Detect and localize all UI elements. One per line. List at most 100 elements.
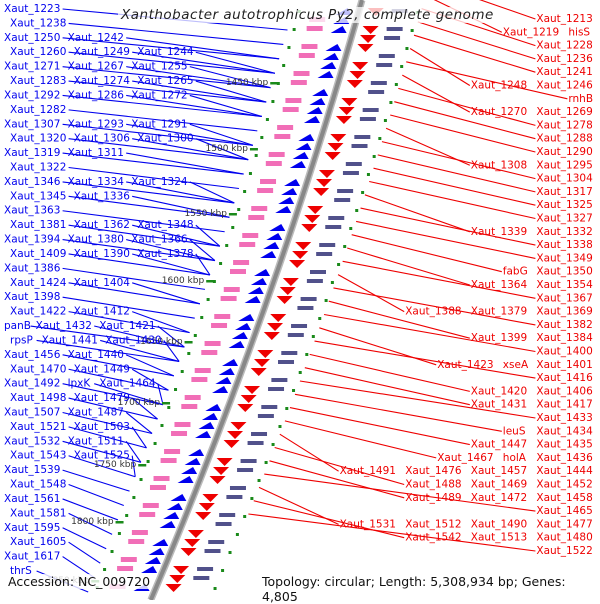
leader-line-reverse — [381, 141, 536, 180]
right-marker — [264, 461, 268, 464]
right-marker — [271, 443, 275, 446]
reverse-gene-arrow — [223, 440, 240, 448]
leader-line-forward — [68, 51, 275, 74]
gene-label-reverse: hisS — [568, 26, 590, 38]
gene-label-forward: Xaut_1548 — [10, 479, 66, 491]
leader-line-forward — [131, 397, 158, 420]
leader-line-forward — [132, 311, 190, 334]
gene-label-forward: Xaut_1605 — [10, 536, 66, 548]
gene-label-forward: Xaut_1300 — [137, 133, 193, 145]
forward-gene-arrow — [188, 449, 205, 456]
left-feature-block — [293, 71, 310, 76]
gene-label-reverse: Xaut_1423 — [437, 359, 493, 371]
leader-line-forward — [62, 37, 280, 60]
leader-line-reverse — [304, 367, 470, 406]
reverse-gene-arrow — [316, 179, 333, 187]
leader-line-reverse — [248, 513, 536, 552]
right-marker — [257, 479, 261, 482]
reverse-gene-arrow — [292, 251, 309, 259]
gene-label-reverse: Xaut_1542 — [405, 532, 461, 544]
gene-label-reverse: Xaut_1248 — [471, 80, 527, 92]
right-marker — [228, 551, 232, 554]
right-feature-block — [328, 216, 345, 220]
gene-label-forward: Xaut_1286 — [68, 89, 125, 101]
right-feature-block — [378, 54, 395, 58]
gene-label-reverse: Xaut_1382 — [536, 319, 592, 331]
right-marker — [318, 317, 322, 320]
forward-gene-arrow — [298, 134, 315, 141]
reverse-gene-arrow — [227, 431, 244, 439]
gene-label-forward: Xaut_1249 — [74, 46, 130, 58]
left-feature-block — [282, 107, 299, 112]
leader-line-forward — [126, 66, 271, 89]
leader-line-reverse — [413, 34, 536, 73]
left-marker — [146, 460, 150, 463]
left-marker — [103, 568, 107, 571]
left-marker — [231, 226, 235, 229]
gene-label-forward: Xaut_1348 — [137, 219, 193, 231]
gene-label-forward: Xaut_1440 — [68, 349, 124, 361]
forward-gene-arrow — [278, 197, 295, 204]
forward-gene-arrow — [325, 44, 342, 51]
scale-tick-label: 1700 kbp — [118, 398, 161, 408]
gene-label-forward: Xaut_1543 — [10, 450, 66, 462]
reverse-gene-arrow — [254, 359, 271, 367]
right-feature-block — [251, 432, 268, 436]
gene-label-reverse: Xaut_1246 — [536, 80, 593, 92]
gene-label-reverse: Xaut_1364 — [471, 279, 528, 291]
leader-line-reverse — [364, 194, 470, 233]
gene-label-reverse: leuS — [503, 425, 526, 437]
left-marker — [153, 442, 157, 445]
leader-line-forward — [62, 94, 262, 118]
gene-label-reverse: Xaut_1458 — [536, 492, 592, 504]
right-feature-block — [240, 459, 257, 463]
forward-gene-arrow — [266, 233, 283, 240]
right-feature-block — [319, 243, 336, 247]
gene-label-reverse: Xaut_1467 — [437, 452, 493, 464]
leader-line-forward — [36, 339, 180, 362]
gene-label-forward: Xaut_1291 — [131, 118, 187, 130]
gene-label-forward: Xaut_1404 — [74, 277, 131, 289]
left-marker — [243, 190, 247, 193]
left-marker — [276, 82, 280, 85]
leader-line-forward — [195, 138, 249, 161]
leader-line-reverse — [274, 446, 405, 486]
reverse-gene-arrow — [198, 503, 215, 511]
scale-tick-mark — [115, 521, 124, 524]
gene-label-forward: Xaut_1521 — [10, 421, 66, 433]
left-marker — [110, 550, 114, 553]
leader-line-forward — [126, 37, 280, 60]
left-marker — [206, 298, 210, 301]
right-feature-block — [309, 270, 326, 274]
left-feature-block — [220, 296, 237, 301]
right-feature-block — [237, 468, 254, 472]
leader-line-forward — [163, 340, 180, 362]
leader-line-forward — [62, 440, 142, 463]
gene-label-forward: Xaut_1479 — [74, 392, 130, 404]
right-marker — [330, 281, 334, 284]
right-marker — [383, 119, 387, 122]
leader-line-forward — [132, 253, 211, 276]
left-feature-block — [204, 341, 221, 346]
gene-label-forward: Xaut_1561 — [4, 493, 60, 505]
forward-gene-arrow — [320, 62, 337, 69]
reverse-gene-arrow — [213, 467, 230, 475]
leader-line-reverse — [356, 220, 536, 259]
left-feature-block — [268, 152, 285, 157]
gene-label-forward: Xaut_1422 — [10, 306, 66, 318]
gene-label-reverse: Xaut_1270 — [471, 106, 527, 118]
gene-label-forward: Xaut_1380 — [68, 234, 124, 246]
label-leader-lines — [30, 0, 568, 593]
gene-label-reverse: Xaut_1480 — [536, 532, 592, 544]
reverse-gene-arrow — [295, 242, 312, 250]
forward-gene-arrow — [181, 467, 198, 474]
left-marker — [260, 136, 264, 139]
right-marker — [355, 209, 359, 212]
gene-label-forward: Xaut_1430 — [105, 334, 161, 346]
leader-line-forward — [62, 210, 225, 233]
reverse-gene-arrow — [250, 368, 267, 376]
reverse-gene-arrow — [267, 323, 284, 331]
reverse-gene-arrow — [209, 476, 226, 484]
gene-label-reverse: Xaut_1338 — [536, 239, 592, 251]
